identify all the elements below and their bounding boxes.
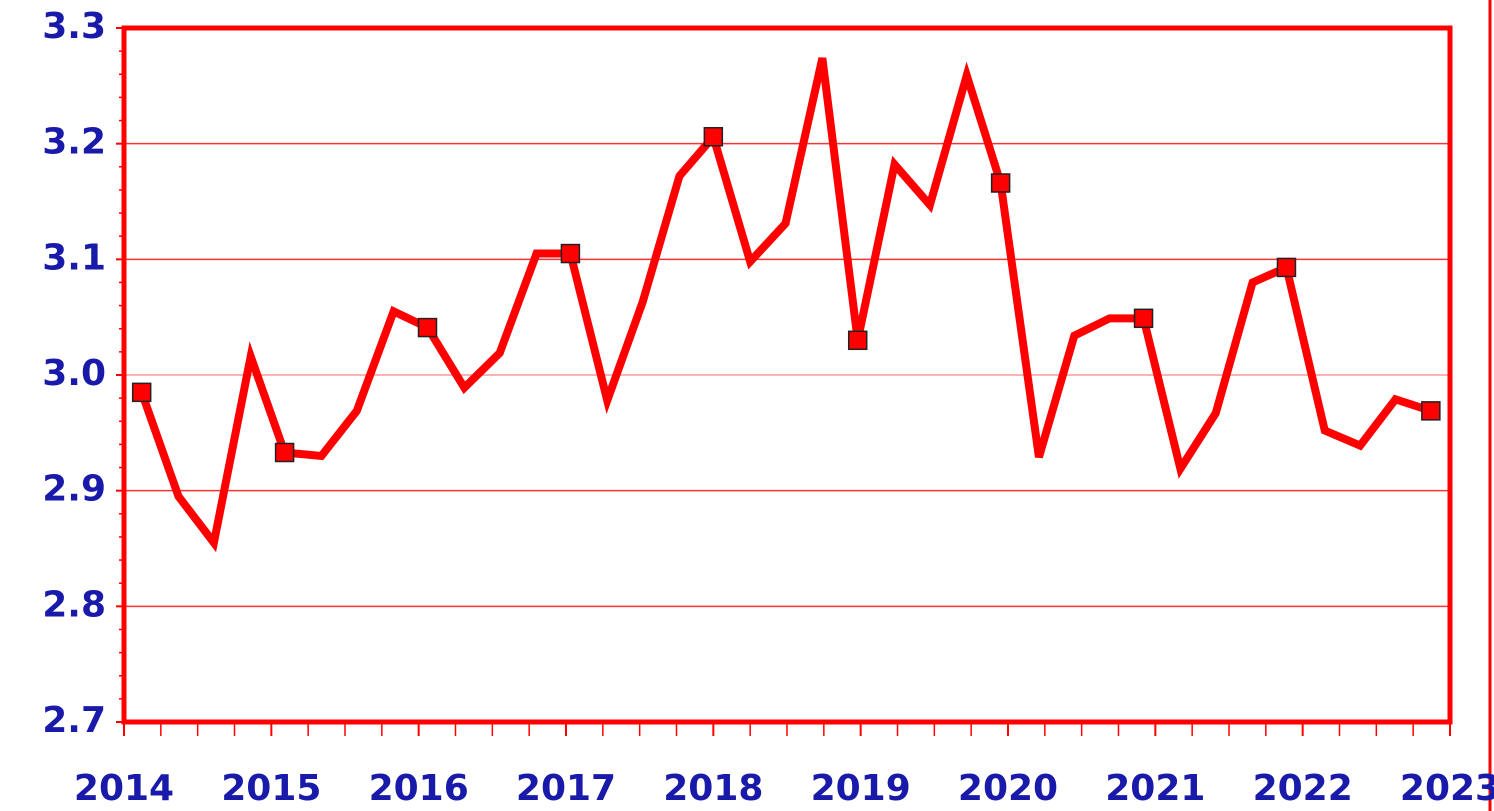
data-marker — [131, 382, 152, 403]
x-tick-label: 2018 — [663, 768, 763, 809]
y-tick-label: 3.2 — [42, 122, 106, 163]
x-tick-label: 2023 — [1400, 768, 1494, 809]
y-tick-label: 2.9 — [42, 469, 106, 510]
x-tick-label: 2021 — [1105, 768, 1205, 809]
data-marker — [274, 442, 295, 463]
data-marker — [847, 330, 868, 351]
y-tick-label: 3.1 — [42, 237, 106, 278]
data-marker — [1133, 308, 1154, 329]
x-tick-label: 2020 — [958, 768, 1058, 809]
data-line — [137, 57, 1433, 553]
data-marker — [560, 243, 581, 264]
data-marker — [1276, 257, 1297, 278]
y-tick-label: 2.8 — [42, 584, 106, 625]
x-tick-label: 2017 — [516, 768, 616, 809]
data-marker — [703, 126, 724, 147]
x-tick-label: 2014 — [74, 768, 174, 809]
data-marker — [990, 173, 1011, 193]
x-tick-label: 2015 — [221, 768, 321, 809]
data-marker — [1421, 401, 1441, 421]
x-tick-label: 2019 — [811, 768, 911, 809]
y-tick-label: 3.3 — [42, 6, 106, 47]
x-tick-label: 2016 — [369, 768, 469, 809]
plot-frame — [121, 25, 1453, 725]
y-tick-label: 3.0 — [42, 353, 106, 394]
data-marker — [417, 317, 438, 338]
x-tick-label: 2022 — [1253, 768, 1353, 809]
y-tick-label: 2.7 — [42, 700, 106, 741]
